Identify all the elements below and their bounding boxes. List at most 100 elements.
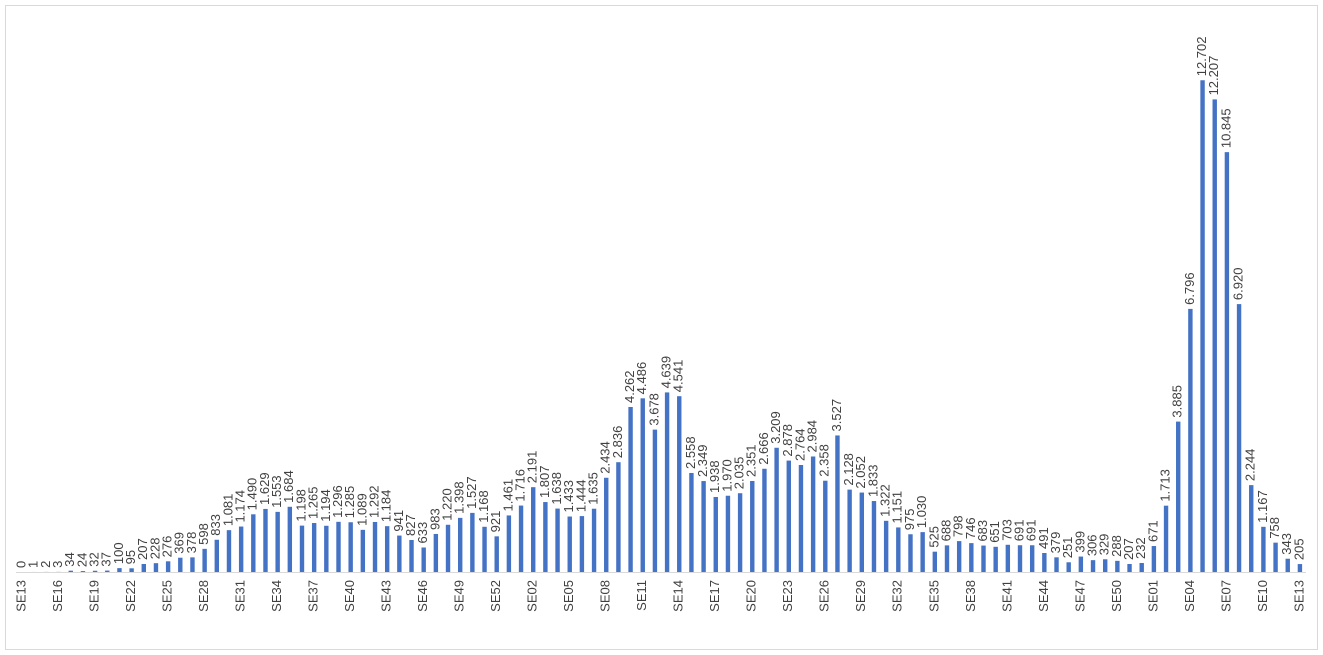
value-label: 2.035 bbox=[732, 457, 747, 490]
x-tick-label: SE44 bbox=[1036, 580, 1051, 612]
bar bbox=[750, 480, 755, 572]
bar bbox=[324, 525, 329, 572]
x-tick-label: SE47 bbox=[1072, 580, 1087, 612]
value-label: 2.878 bbox=[780, 424, 795, 457]
value-label: 1.089 bbox=[354, 493, 369, 526]
value-label: 3.209 bbox=[768, 411, 783, 444]
bar bbox=[823, 480, 828, 572]
value-label: 1.684 bbox=[281, 470, 296, 503]
value-label: 975 bbox=[902, 509, 917, 531]
x-tick-label: SE10 bbox=[1255, 580, 1270, 612]
bar bbox=[226, 530, 232, 572]
bar bbox=[677, 396, 682, 572]
x-tick-label: SE35 bbox=[926, 580, 941, 612]
bar bbox=[1249, 485, 1254, 572]
x-tick-label: SE04 bbox=[1182, 580, 1197, 612]
bar bbox=[981, 545, 986, 572]
value-label: 2.349 bbox=[695, 445, 710, 478]
bar bbox=[105, 570, 110, 572]
bar bbox=[944, 545, 950, 572]
value-label: 2.128 bbox=[841, 453, 856, 486]
chart-frame bbox=[5, 5, 1318, 650]
value-label: 10.845 bbox=[1218, 108, 1233, 148]
value-label: 1.265 bbox=[306, 486, 321, 519]
x-tick-label: SE14 bbox=[671, 580, 686, 612]
x-tick-label: SE08 bbox=[598, 580, 613, 612]
bar bbox=[494, 536, 499, 572]
bar bbox=[628, 406, 633, 572]
bar bbox=[397, 535, 402, 572]
value-label: 1.174 bbox=[233, 490, 248, 523]
value-label: 2.244 bbox=[1243, 449, 1258, 482]
value-label: 1 bbox=[26, 561, 41, 568]
bar bbox=[336, 521, 341, 572]
value-label: 1.638 bbox=[549, 472, 564, 505]
value-label: 1.198 bbox=[293, 489, 308, 522]
value-label: 6.796 bbox=[1182, 272, 1197, 305]
value-label: 379 bbox=[1048, 532, 1063, 554]
bar bbox=[153, 563, 159, 572]
value-label: 232 bbox=[1133, 537, 1148, 559]
bar bbox=[360, 529, 366, 572]
bar bbox=[835, 435, 840, 572]
bar bbox=[1005, 544, 1011, 572]
value-label: 1.220 bbox=[439, 488, 454, 521]
bar bbox=[555, 508, 560, 572]
bar bbox=[1212, 99, 1217, 573]
bar bbox=[1090, 560, 1096, 572]
value-label: 1.296 bbox=[330, 485, 345, 518]
value-label: 24 bbox=[74, 553, 89, 567]
value-label: 1.713 bbox=[1157, 469, 1172, 502]
value-label: 3 bbox=[50, 561, 65, 568]
value-label: 1.553 bbox=[269, 475, 284, 508]
x-tick-label: SE50 bbox=[1109, 580, 1124, 612]
value-label: 329 bbox=[1097, 534, 1112, 556]
bar bbox=[932, 551, 938, 572]
value-label: 688 bbox=[938, 520, 953, 542]
value-label: 691 bbox=[1024, 520, 1039, 542]
value-label: 798 bbox=[951, 515, 966, 537]
value-label: 671 bbox=[1145, 520, 1160, 542]
bar bbox=[956, 541, 962, 572]
bar bbox=[567, 516, 572, 572]
value-label: 941 bbox=[391, 510, 406, 532]
bar bbox=[372, 521, 378, 572]
bar bbox=[311, 523, 317, 572]
value-label: 288 bbox=[1109, 535, 1124, 557]
bar bbox=[287, 506, 293, 572]
value-label: 12.207 bbox=[1206, 56, 1221, 96]
value-label: 1.081 bbox=[220, 494, 235, 527]
value-label: 399 bbox=[1072, 531, 1087, 553]
bar bbox=[165, 561, 171, 572]
bar bbox=[871, 501, 877, 572]
value-label: 4.541 bbox=[671, 360, 686, 393]
bar bbox=[1066, 562, 1071, 572]
x-tick-label: SE43 bbox=[379, 580, 394, 612]
bar bbox=[908, 534, 913, 572]
bar bbox=[725, 495, 731, 572]
bar bbox=[1224, 152, 1230, 573]
bar bbox=[969, 543, 974, 572]
value-label: 1.635 bbox=[586, 472, 601, 505]
value-label: 1.184 bbox=[379, 490, 394, 523]
value-label: 1.970 bbox=[719, 459, 734, 492]
value-label: 369 bbox=[172, 532, 187, 554]
value-label: 1.151 bbox=[890, 491, 905, 524]
value-label: 3.885 bbox=[1170, 385, 1185, 418]
value-label: 1.168 bbox=[476, 490, 491, 523]
x-tick-label: SE13 bbox=[1291, 580, 1306, 612]
bar bbox=[178, 557, 183, 572]
bar bbox=[579, 516, 585, 572]
value-label: 827 bbox=[403, 514, 418, 536]
bar bbox=[80, 571, 86, 572]
bar bbox=[1273, 542, 1278, 572]
value-label: 37 bbox=[99, 552, 114, 566]
bar bbox=[713, 496, 718, 572]
bar bbox=[117, 568, 122, 572]
bar bbox=[652, 429, 658, 572]
x-tick-label: SE32 bbox=[890, 580, 905, 612]
value-label: 4.486 bbox=[634, 362, 649, 395]
bar bbox=[1236, 304, 1242, 572]
value-label: 1.938 bbox=[707, 460, 722, 493]
